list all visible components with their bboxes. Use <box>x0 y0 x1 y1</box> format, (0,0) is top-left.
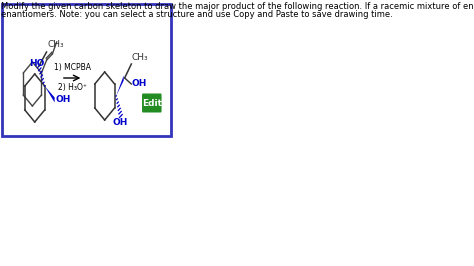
Polygon shape <box>116 76 124 96</box>
Text: Edit: Edit <box>142 98 162 107</box>
Text: 2) H₃O⁺: 2) H₃O⁺ <box>57 83 87 92</box>
Text: 1) MCPBA: 1) MCPBA <box>54 63 91 72</box>
Polygon shape <box>45 86 55 102</box>
Text: CH₃: CH₃ <box>132 53 148 62</box>
Text: Modify the given carbon skeleton to draw the major product of the following reac: Modify the given carbon skeleton to draw… <box>1 2 474 11</box>
Text: HO: HO <box>29 60 45 69</box>
Text: OH: OH <box>132 80 147 89</box>
Bar <box>2 4 171 136</box>
Text: OH: OH <box>55 95 71 105</box>
Text: CH₃: CH₃ <box>47 40 64 49</box>
Text: OH: OH <box>112 118 128 127</box>
FancyBboxPatch shape <box>142 94 162 113</box>
Text: enantiomers. Note: you can select a structure and use Copy and Paste to save dra: enantiomers. Note: you can select a stru… <box>1 10 392 19</box>
